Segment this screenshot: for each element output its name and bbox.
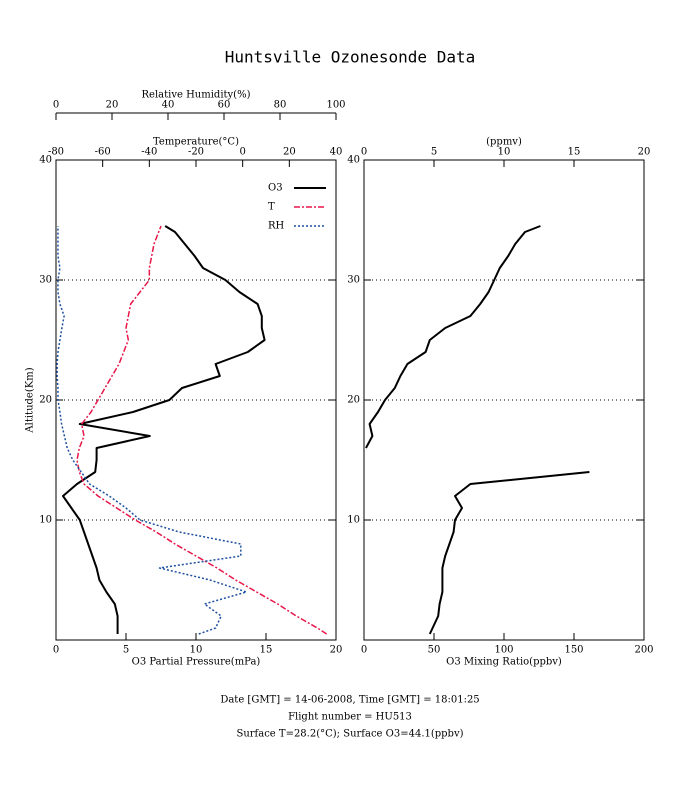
y-tick-label: 30 — [347, 275, 360, 286]
x-tick-label: 150 — [564, 645, 583, 656]
y-tick-label: 20 — [347, 395, 360, 406]
x-tick-label: 200 — [634, 645, 653, 656]
legend-label: RH — [268, 221, 285, 232]
footer-line: Surface T=28.2(°C); Surface O3=44.1(ppbv… — [236, 729, 463, 740]
x-tick-label: 15 — [260, 645, 273, 656]
x-tick-label: 20 — [283, 147, 296, 158]
series-line — [62, 225, 266, 634]
y-tick-label: 10 — [39, 515, 52, 526]
x-tick-label: 0 — [361, 147, 367, 158]
x-tick-label: 10 — [190, 645, 203, 656]
x-tick-label: 0 — [239, 147, 245, 158]
x-tick-label: 0 — [361, 645, 367, 656]
x-tick-label: 0 — [53, 645, 59, 656]
x-axis-label: O3 Partial Pressure(mPa) — [132, 657, 261, 668]
x-tick-label: 10 — [498, 147, 511, 158]
x-tick-label: 40 — [330, 147, 343, 158]
x-tick-label: 40 — [162, 100, 175, 111]
x-tick-label: 80 — [274, 100, 287, 111]
x-tick-label: -80 — [48, 147, 64, 158]
y-tick-label: 40 — [347, 155, 360, 166]
y-tick-label: 40 — [39, 155, 52, 166]
x-tick-label: 20 — [330, 645, 343, 656]
x-tick-label: 20 — [638, 147, 651, 158]
y-axis-label: Altitude(Km) — [25, 367, 36, 433]
x-tick-label: 15 — [568, 147, 581, 158]
x-tick-label: 60 — [218, 100, 231, 111]
y-tick-label: 20 — [39, 395, 52, 406]
y-tick-label: 10 — [347, 515, 360, 526]
x-axis-label: (ppmv) — [486, 137, 522, 148]
series-line — [56, 226, 248, 635]
legend-label: T — [268, 202, 275, 213]
x-tick-label: -20 — [188, 147, 204, 158]
chart-title: Huntsville Ozonesonde Data — [225, 48, 475, 67]
x-tick-label: -40 — [141, 147, 157, 158]
x-tick-label: -60 — [95, 147, 111, 158]
x-tick-label: 0 — [53, 100, 59, 111]
x-axis-label: Temperature(°C) — [153, 137, 239, 148]
series-line — [365, 225, 590, 635]
x-axis-label: O3 Mixing Ratio(ppbv) — [446, 657, 562, 668]
x-tick-label: 5 — [431, 147, 437, 158]
x-tick-label: 100 — [326, 100, 345, 111]
series-line — [76, 225, 328, 635]
x-tick-label: 50 — [428, 645, 441, 656]
footer-line: Flight number = HU513 — [288, 712, 412, 723]
x-tick-label: 20 — [106, 100, 119, 111]
x-tick-label: 100 — [494, 645, 513, 656]
legend-label: O3 — [268, 183, 283, 194]
footer-line: Date [GMT] = 14-06-2008, Time [GMT] = 18… — [220, 695, 479, 706]
x-axis-label: Relative Humidity(%) — [142, 90, 251, 101]
x-tick-label: 5 — [123, 645, 129, 656]
y-tick-label: 30 — [39, 275, 52, 286]
